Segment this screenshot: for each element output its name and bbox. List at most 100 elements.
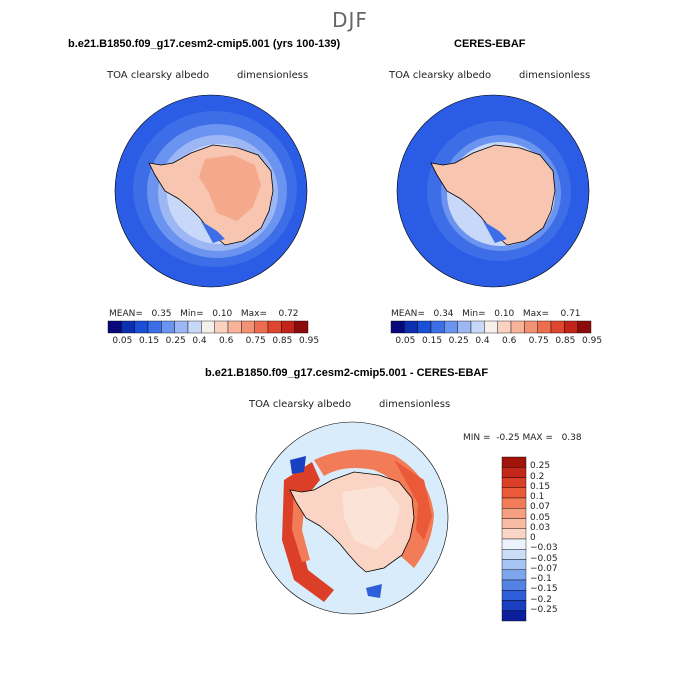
colorbar-tick-label: −0.25	[530, 604, 558, 615]
colorbar-tick-label: 0.6	[502, 336, 517, 346]
colorbar-swatch	[161, 320, 175, 334]
colorbar-swatch	[294, 320, 309, 334]
colorbar-tick-label: 0.4	[192, 336, 207, 346]
colorbar-swatch	[147, 320, 162, 334]
colorbar-swatch	[564, 320, 578, 334]
colorbar-swatch	[501, 569, 527, 581]
colorbar-tick-label: 0.15	[422, 336, 443, 346]
colorbar-tick-label: 0.85	[272, 336, 293, 346]
panel3-max: 0.38	[561, 433, 582, 443]
colorbar-swatch	[501, 559, 527, 570]
season-title: DJF	[332, 8, 368, 32]
colorbar-tick-label: 0.25	[448, 336, 469, 346]
colorbar-swatch	[501, 456, 527, 468]
panel1-colorbar	[107, 320, 309, 334]
panel3-units: dimensionless	[379, 399, 451, 410]
panel3-variable: TOA clearsky albedo	[249, 399, 352, 410]
colorbar-tick-label: −0.2	[530, 594, 552, 605]
panel1-variable: TOA clearsky albedo	[107, 70, 210, 81]
colorbar-swatch	[501, 477, 527, 488]
panel3-colorbar	[501, 456, 527, 622]
panel3-max-label: MAX =	[522, 433, 553, 443]
colorbar-tick-label: 0.15	[139, 336, 160, 346]
panel3-colorbar-labels: 0.25 0.2 0.15 0.1 0.07 0.05 0.03 0 −0.03 −0.05 −0.…	[530, 457, 590, 621]
colorbar-swatch	[501, 487, 527, 499]
colorbar-tick-label: 0	[530, 533, 536, 543]
panel1-min: 0.10	[212, 309, 233, 319]
colorbar-swatch	[470, 320, 485, 334]
panel1-colorbar-labels: 0.05 0.15 0.25 0.4 0.6 0.75 0.85 0.95	[108, 336, 319, 348]
colorbar-swatch	[404, 320, 418, 334]
colorbar-tick-label: −0.15	[530, 584, 558, 595]
colorbar-tick-label: 0.95	[299, 336, 320, 346]
colorbar-swatch	[501, 600, 527, 611]
colorbar-tick-label: 0.05	[395, 336, 416, 346]
colorbar-swatch	[174, 320, 189, 334]
colorbar-swatch	[501, 497, 527, 509]
colorbar-tick-label: 0.85	[555, 336, 576, 346]
colorbar-swatch	[417, 320, 432, 334]
colorbar-tick-label: 0.25	[530, 461, 551, 472]
colorbar-tick-label: 0.15	[530, 481, 551, 492]
colorbar-swatch	[501, 610, 527, 622]
panel1-mean: 0.35	[151, 309, 172, 319]
colorbar-swatch	[134, 320, 149, 334]
colorbar-swatch	[457, 320, 472, 334]
colorbar-swatch	[537, 320, 552, 334]
colorbar-swatch	[501, 508, 527, 519]
colorbar-tick-label: 0.05	[112, 336, 133, 346]
colorbar-tick-label: 0.4	[475, 336, 490, 346]
colorbar-tick-label: 0.75	[245, 336, 266, 346]
panel2-max-label: Max=	[522, 309, 550, 319]
colorbar-swatch	[430, 320, 445, 334]
panel1-max: 0.72	[278, 309, 299, 319]
panel2-variable: TOA clearsky albedo	[389, 70, 492, 81]
colorbar-tick-label: 0.95	[582, 336, 603, 346]
colorbar-tick-label: 0.07	[530, 502, 551, 513]
panel2-min: 0.10	[494, 309, 515, 319]
colorbar-swatch	[254, 320, 269, 334]
colorbar-swatch	[214, 320, 229, 334]
panel2-polar-map	[396, 94, 590, 288]
panel1-units: dimensionless	[237, 70, 309, 81]
panel2-mean: 0.34	[433, 309, 454, 319]
colorbar-swatch	[121, 320, 135, 334]
colorbar-swatch	[267, 320, 282, 334]
panel2-mean-label: MEAN=	[391, 309, 425, 319]
panel1-max-label: Max=	[240, 309, 268, 319]
colorbar-swatch	[201, 320, 215, 334]
colorbar-swatch	[501, 549, 527, 560]
colorbar-swatch	[444, 320, 458, 334]
colorbar-swatch	[510, 320, 525, 334]
colorbar-tick-label: 0.03	[530, 522, 551, 533]
colorbar-swatch	[501, 538, 527, 550]
colorbar-tick-label: −0.05	[530, 553, 558, 564]
colorbar-tick-label: 0.6	[219, 336, 234, 346]
panel2-units: dimensionless	[519, 70, 591, 81]
panel1-polar-map	[114, 94, 308, 288]
colorbar-tick-label: 0.75	[528, 336, 549, 346]
colorbar-tick-label: 0.05	[530, 512, 551, 523]
panel2-colorbar	[390, 320, 592, 334]
colorbar-swatch	[227, 320, 242, 334]
panel2-title: CERES-EBAF	[454, 38, 526, 50]
panel2-colorbar-labels: 0.05 0.15 0.25 0.4 0.6 0.75 0.85 0.95	[391, 336, 602, 348]
colorbar-swatch	[241, 320, 255, 334]
panel3-title: b.e21.B1850.f09_g17.cesm2-cmip5.001 - CE…	[205, 367, 489, 379]
colorbar-tick-label: −0.1	[530, 574, 552, 584]
panel1-min-label: Min=	[180, 309, 204, 319]
panel3-min-label: MIN =	[463, 433, 491, 443]
colorbar-tick-label: 0.25	[165, 336, 186, 346]
colorbar-swatch	[550, 320, 565, 334]
colorbar-swatch	[187, 320, 202, 334]
colorbar-swatch	[107, 320, 122, 334]
colorbar-swatch	[501, 467, 527, 478]
panel1-title: b.e21.B1850.f09_g17.cesm2-cmip5.001 (yrs…	[68, 38, 341, 50]
colorbar-swatch	[501, 528, 527, 540]
colorbar-tick-label: −0.03	[530, 543, 558, 554]
panel2-antarctica	[430, 144, 556, 246]
colorbar-swatch	[524, 320, 538, 334]
colorbar-tick-label: 0.2	[530, 471, 545, 482]
colorbar-swatch	[390, 320, 405, 334]
colorbar-swatch	[484, 320, 498, 334]
